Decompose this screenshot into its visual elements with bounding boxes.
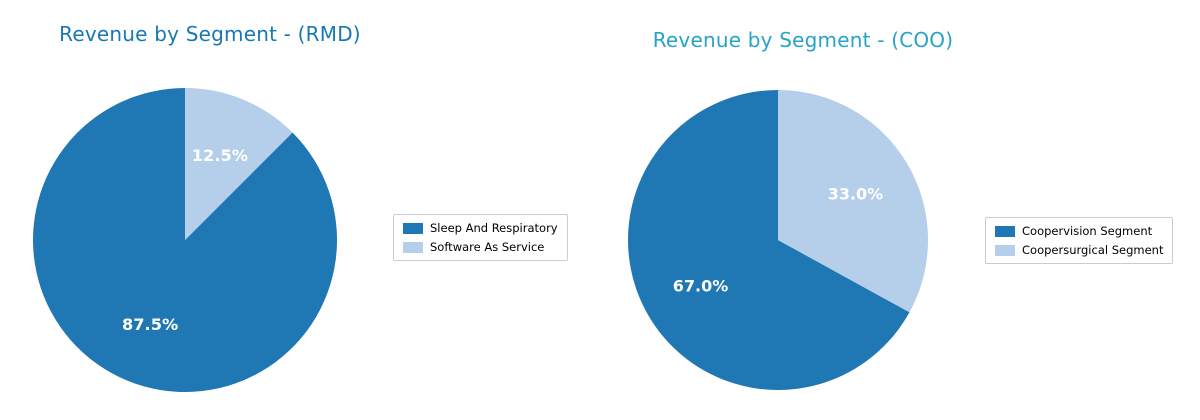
legend-swatch: [403, 222, 423, 234]
legend-swatch: [995, 244, 1015, 256]
legend-rmd: Sleep And Respiratory Software As Servic…: [393, 214, 568, 261]
legend-label: Software As Service: [430, 240, 545, 254]
legend-coo: Coopervision Segment Coopersurgical Segm…: [985, 217, 1174, 264]
legend-label: Coopervision Segment: [1022, 224, 1153, 238]
legend-item: Coopersurgical Segment: [995, 243, 1163, 257]
pie-coo: 67.0% 33.0%: [628, 90, 928, 390]
chart-rmd: Revenue by Segment - (RMD) 87.5% 12.5% Sl…: [33, 22, 568, 392]
pie-percent-label: 33.0%: [828, 185, 884, 204]
legend-swatch: [403, 241, 423, 253]
pie-slice: [185, 88, 293, 240]
pie-slice: [628, 90, 910, 390]
chart-title-rmd: Revenue by Segment - (RMD): [59, 22, 361, 46]
pie-slice: [33, 88, 337, 392]
legend-item: Coopervision Segment: [995, 224, 1163, 238]
pie-rmd: 87.5% 12.5%: [33, 88, 337, 392]
pie-percent-label: 67.0%: [673, 276, 729, 295]
legend-label: Sleep And Respiratory: [430, 221, 558, 235]
legend-item: Software As Service: [403, 240, 558, 254]
chart-coo: Revenue by Segment - (COO) 67.0% 33.0% Co…: [600, 0, 1200, 420]
pie-percent-label: 87.5%: [122, 315, 178, 334]
pie-slice: [778, 90, 928, 313]
pie-percent-label: 12.5%: [192, 146, 248, 165]
legend-swatch: [995, 225, 1015, 237]
legend-item: Sleep And Respiratory: [403, 221, 558, 235]
legend-label: Coopersurgical Segment: [1022, 243, 1164, 257]
chart-title-coo: Revenue by Segment - (COO): [652, 28, 954, 52]
